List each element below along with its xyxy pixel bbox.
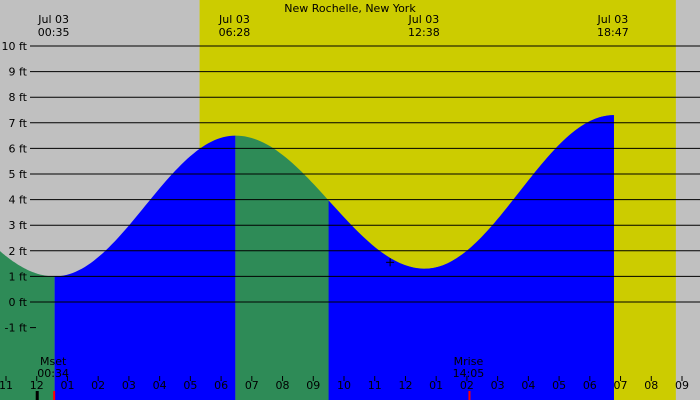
- y-tick-label: 8 ft: [9, 91, 28, 104]
- y-tick-label: 0 ft: [9, 296, 28, 309]
- x-tick-label: 02: [460, 379, 474, 392]
- tide-event-time: 00:35: [38, 26, 70, 39]
- y-tick-label: 3 ft: [9, 219, 28, 232]
- y-tick-label: 2 ft: [9, 245, 28, 258]
- falling-tide-area: [0, 251, 55, 400]
- chart-title: New Rochelle, New York: [284, 2, 416, 15]
- tide-event-time: 06:28: [219, 26, 251, 39]
- midnight-marker: [35, 391, 39, 400]
- moon-event-time: 00:34: [37, 367, 69, 380]
- x-tick-label: 08: [644, 379, 658, 392]
- y-tick-label: 9 ft: [9, 66, 28, 79]
- x-axis-group: 11 12 01 02 03 04 05 06 07 08 09 10 11 12 01 02 03 04 05 06…: [0, 376, 689, 400]
- x-tick-label: 09: [306, 379, 320, 392]
- tide-fill-group: [0, 115, 614, 400]
- moon-event-tick: [53, 391, 56, 400]
- x-tick-label: 03: [491, 379, 505, 392]
- moon-event-label: Mset: [40, 355, 67, 368]
- moon-event-label: Mrise: [454, 355, 484, 368]
- x-tick-label: 11: [368, 379, 382, 392]
- tide-event-date: Jul 03: [218, 13, 250, 26]
- x-tick-label: 11: [0, 379, 13, 392]
- rising-tide-area: [328, 115, 614, 400]
- x-tick-label: 12: [398, 379, 412, 392]
- moon-event-tick: [468, 391, 471, 400]
- rising-tide-area: [54, 135, 236, 400]
- x-tick-label: 06: [214, 379, 228, 392]
- y-tick-label: 4 ft: [9, 194, 28, 207]
- x-tick-label: 08: [276, 379, 290, 392]
- x-tick-label: 01: [60, 379, 74, 392]
- tide-event-date: Jul 03: [37, 13, 69, 26]
- x-tick-label: 04: [521, 379, 535, 392]
- x-tick-label: 02: [91, 379, 105, 392]
- x-tick-label: 12: [30, 379, 44, 392]
- x-tick-label: 04: [153, 379, 167, 392]
- x-tick-label: 06: [583, 379, 597, 392]
- x-tick-label: 07: [614, 379, 628, 392]
- x-tick-label: 03: [122, 379, 136, 392]
- y-tick-label: 1 ft: [9, 270, 28, 283]
- x-tick-label: 05: [552, 379, 566, 392]
- x-tick-label: 10: [337, 379, 351, 392]
- x-tick-label: 07: [245, 379, 259, 392]
- x-tick-label: 05: [183, 379, 197, 392]
- x-tick-label: 01: [429, 379, 443, 392]
- current-marker-group: [386, 258, 395, 267]
- gridline-group: [30, 45, 700, 329]
- y-tick-label: -1 ft: [5, 322, 28, 335]
- tide-event-date: Jul 03: [596, 13, 628, 26]
- y-tick-label: 5 ft: [9, 168, 28, 181]
- x-tick-label: 09: [675, 379, 689, 392]
- y-tick-label: 10 ft: [2, 40, 28, 53]
- tide-event-time: 12:38: [408, 26, 440, 39]
- y-tick-label: 6 ft: [9, 142, 28, 155]
- tide-event-time: 18:47: [597, 26, 629, 39]
- tide-event-date: Jul 03: [408, 13, 440, 26]
- moon-event-time: 14:05: [453, 367, 485, 380]
- y-tick-label: 7 ft: [9, 117, 28, 130]
- y-tick-label-group: -1 ft 0 ft 1 ft 2 ft 3 ft 4 ft 5 ft 6 ft 7 ft 8 f…: [2, 40, 28, 335]
